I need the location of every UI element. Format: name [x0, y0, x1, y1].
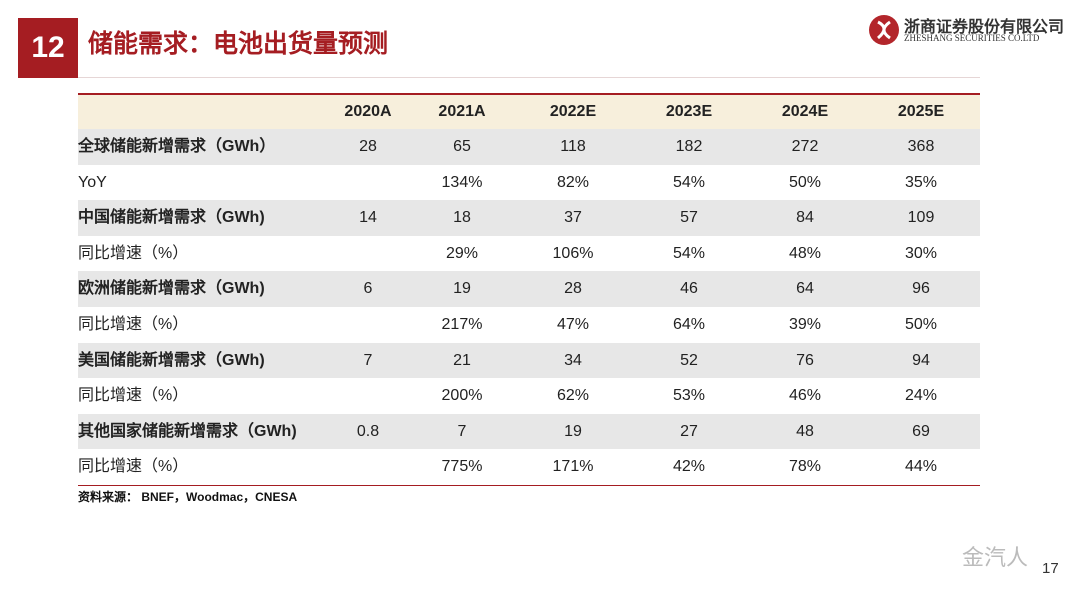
table-cell: 368	[907, 138, 935, 155]
row-label: 其他国家储能新增需求（GWh)	[78, 422, 297, 440]
table-cell: 78%	[788, 458, 822, 476]
table-cell: 37	[564, 209, 582, 227]
page-number: 17	[1042, 560, 1059, 577]
table-cell: 28	[359, 138, 377, 155]
table-cell: 62%	[556, 387, 590, 405]
table-bottom-border	[78, 485, 980, 486]
logo-english: ZHESHANG SECURITIES CO.LTD	[904, 33, 1040, 43]
table-cell: 775%	[441, 458, 483, 476]
table-cell: 53%	[672, 387, 706, 405]
table-cell: 54%	[672, 173, 706, 191]
table-cell: 76	[796, 351, 814, 369]
table-cell: 272	[791, 138, 819, 155]
row-label: 同比增速（%）	[78, 458, 189, 476]
table-cell: 0.8	[356, 422, 380, 440]
table-cell: 21	[453, 351, 471, 369]
column-header: 2025E	[897, 103, 945, 120]
table-cell: 48	[796, 422, 814, 440]
column-header: 2021A	[438, 103, 486, 120]
column-header: 2020A	[344, 103, 392, 120]
row-label: 中国储能新增需求（GWh)	[78, 209, 265, 227]
row-label: 全球储能新增需求（GWh）	[78, 138, 276, 155]
column-header: 2024E	[781, 103, 829, 120]
row-bg	[78, 413, 980, 450]
row-bg	[78, 129, 980, 165]
table-cell: 109	[907, 209, 935, 227]
table-cell: 171%	[552, 458, 594, 476]
table-cell: 54%	[672, 244, 706, 262]
watermark: 金汽人	[962, 545, 1029, 570]
column-header: 2023E	[665, 103, 713, 120]
table-cell: 65	[453, 138, 471, 155]
table-cell: 52	[680, 351, 698, 369]
section-number: 12	[18, 18, 78, 78]
table-cell: 64	[796, 280, 814, 298]
table-cell: 200%	[441, 387, 483, 405]
row-bg	[78, 200, 980, 236]
table-cell: 69	[912, 422, 930, 440]
table-cell: 82%	[556, 173, 590, 191]
table-cell: 29%	[445, 244, 479, 262]
table-cell: 46	[680, 280, 698, 298]
table-cell: 19	[564, 422, 582, 440]
table-cell: 57	[680, 209, 698, 227]
table-cell: 19	[453, 280, 471, 298]
row-bg	[78, 342, 980, 379]
column-header: 2022E	[549, 103, 597, 120]
table-cell: 24%	[904, 387, 938, 405]
table-cell: 50%	[788, 173, 822, 191]
table-cell: 64%	[672, 316, 706, 333]
table-cell: 84	[796, 209, 814, 227]
table-cell: 94	[912, 351, 930, 369]
table-cell: 42%	[672, 458, 706, 476]
table-cell: 46%	[788, 387, 822, 405]
table-cell: 7	[457, 422, 467, 440]
table-cell: 50%	[904, 316, 938, 333]
row-label: YoY	[78, 173, 107, 191]
table-cell: 14	[359, 209, 377, 227]
slide-title: 储能需求：电池出货量预测	[88, 30, 389, 58]
table-cell: 134%	[441, 173, 483, 191]
table-cell: 6	[363, 280, 373, 298]
row-label: 同比增速（%）	[78, 387, 189, 405]
row-label: 同比增速（%）	[78, 244, 189, 262]
table-cell: 106%	[552, 244, 594, 262]
divider	[78, 77, 980, 78]
logo-icon	[869, 15, 899, 45]
logo-name: 浙商证券股份有限公司	[904, 19, 1065, 36]
table-cell: 118	[560, 138, 586, 155]
table-cell: 48%	[788, 244, 822, 262]
row-label: 美国储能新增需求（GWh)	[78, 351, 265, 369]
table-cell: 27	[680, 422, 698, 440]
table-cell: 96	[912, 280, 930, 298]
table-cell: 182	[675, 138, 703, 155]
header-row-bg	[78, 93, 980, 131]
table-cell: 35%	[904, 173, 938, 191]
row-bg	[78, 271, 980, 307]
table-cell: 39%	[788, 316, 822, 333]
row-label: 同比增速（%）	[78, 316, 189, 333]
source-note: 资料来源： BNEF，Woodmac，CNESA	[78, 490, 298, 504]
table-cell: 7	[363, 351, 373, 369]
table-cell: 30%	[904, 244, 938, 262]
table-cell: 34	[564, 351, 582, 369]
table-cell: 217%	[441, 316, 483, 333]
row-label: 欧洲储能新增需求（GWh)	[78, 280, 265, 298]
table-cell: 47%	[556, 316, 590, 333]
table-cell: 44%	[904, 458, 938, 476]
table-cell: 28	[564, 280, 582, 298]
table-cell: 18	[453, 209, 471, 227]
